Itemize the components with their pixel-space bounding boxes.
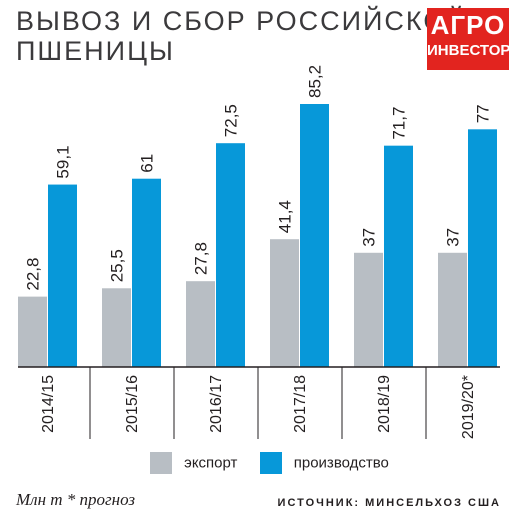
legend-item-production: производство [259,452,389,474]
category-label-0: 2014/15 [40,375,57,433]
bar-production-4 [384,145,413,367]
data-label-export-2: 27,8 [192,242,211,275]
data-label-production-3: 85,2 [306,65,325,98]
source-note: ИСТОЧНИК: МИНСЕЛЬХОЗ США [277,497,501,509]
category-label-2: 2016/17 [208,375,225,433]
bar-export-3 [270,239,299,367]
chart-title: ВЫВОЗ И СБОР РОССИЙСКОЙ ПШЕНИЦЫ [16,6,468,66]
units-note: Млн т * прогноз [16,490,136,509]
bar-export-0 [18,296,47,367]
bar-production-1 [132,178,161,367]
bar-chart: 22,8 59,1 2014/15 25,5 61 2015/16 27,8 72,5 2016… [18,65,500,439]
data-label-export-5: 37 [444,228,463,247]
category-label-1: 2015/16 [124,375,141,433]
data-label-production-0: 59,1 [54,145,73,178]
data-label-production-4: 71,7 [390,107,409,140]
data-label-export-1: 25,5 [108,249,127,282]
agroinvestor-logo: АГРО ИНВЕСТОР [427,8,511,70]
bar-export-5 [438,252,467,367]
legend-label-export: экспорт [184,454,238,472]
bar-production-3 [300,104,329,367]
legend-swatch-production [259,452,282,474]
bar-production-5 [468,129,497,367]
logo-text-line-1: АГРО [430,10,506,40]
category-label-4: 2018/19 [376,375,393,433]
data-label-production-2: 72,5 [222,104,241,137]
chart-title-line-1: ВЫВОЗ И СБОР РОССИЙСКОЙ [16,6,468,36]
logo-text-line-2: ИНВЕСТОР [427,42,511,59]
chart-legend: экспорт производство [150,452,407,474]
bar-production-0 [48,184,77,367]
legend-item-export: экспорт [150,452,237,474]
data-label-export-4: 37 [360,228,379,247]
data-label-production-5: 77 [474,104,493,123]
legend-label-production: производство [293,454,389,472]
data-label-export-0: 22,8 [24,258,43,291]
chart-title-line-2: ПШЕНИЦЫ [16,36,175,66]
bar-export-2 [186,281,215,367]
category-label-3: 2017/18 [292,375,309,433]
bar-production-2 [216,143,245,367]
data-label-production-1: 61 [138,154,157,173]
data-label-export-3: 41,4 [276,200,295,233]
bar-export-4 [354,252,383,367]
category-label-5: 2019/20* [460,375,477,439]
bar-export-1 [102,288,131,367]
legend-swatch-export [150,452,172,474]
